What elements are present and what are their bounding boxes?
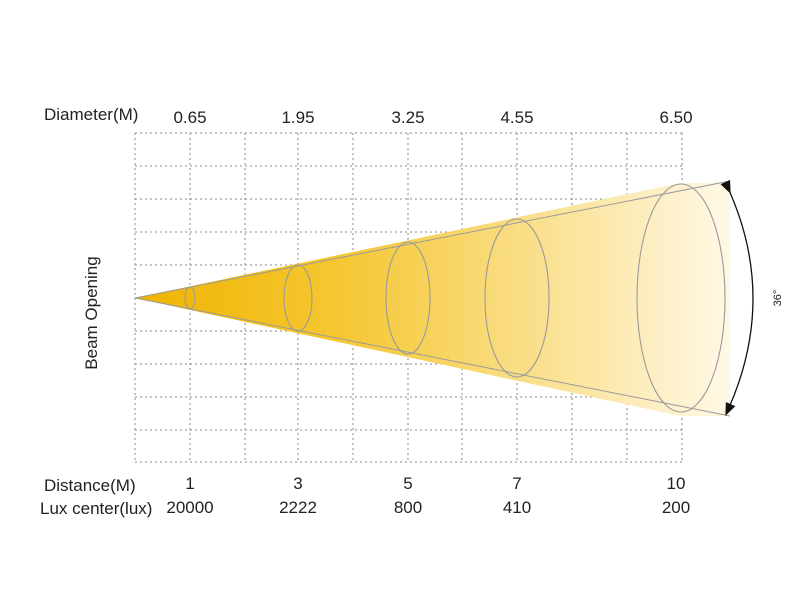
- diameter-value: 0.65: [173, 108, 207, 127]
- distance-value: 10: [666, 474, 686, 493]
- distance-value: 3: [293, 474, 303, 493]
- distance-value: 5: [403, 474, 413, 493]
- diameter-value: 4.55: [500, 108, 534, 127]
- diameter-value: 3.25: [391, 108, 425, 127]
- angle-arc: [720, 179, 754, 416]
- distance-value: 7: [512, 474, 522, 493]
- beam-cross-section-ellipse: [184, 286, 196, 310]
- lux-value: 410: [502, 498, 532, 517]
- beam-edge-bottom: [134, 297, 731, 417]
- beam-cone: [135, 183, 730, 416]
- diameter-value: 6.50: [659, 108, 693, 127]
- beam-cross-section-ellipse: [385, 241, 431, 355]
- lux-value: 20000: [166, 498, 214, 517]
- beam-opening-label: Beam Opening: [82, 256, 101, 370]
- diameter-value: 1.95: [281, 108, 315, 127]
- lux-value: 800: [393, 498, 423, 517]
- distance-axis-label: Distance(M): [44, 476, 136, 495]
- beam-angle-label: 36°: [772, 289, 784, 307]
- beam-cross-section-ellipse: [484, 218, 550, 378]
- distance-value: 1: [185, 474, 195, 493]
- lux-value: 2222: [279, 498, 317, 517]
- beam-edge-top: [134, 180, 731, 299]
- lux-value: 200: [661, 498, 691, 517]
- lux-axis-label: Lux center(lux): [40, 499, 153, 518]
- beam-cross-section-ellipse: [283, 264, 313, 332]
- diameter-axis-label: Diameter(M): [44, 105, 139, 124]
